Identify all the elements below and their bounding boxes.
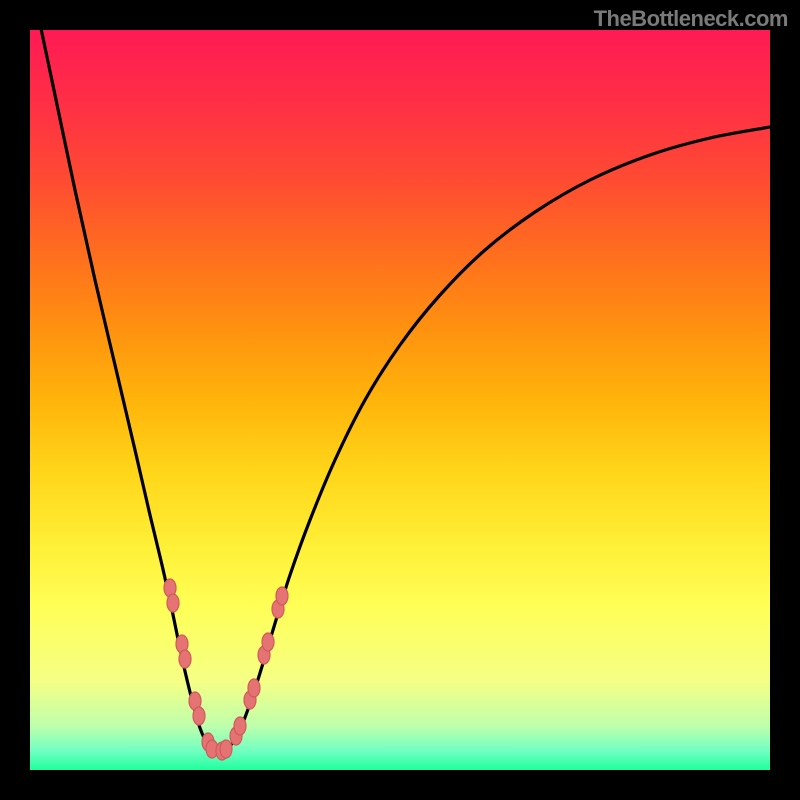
- curve-marker: [193, 707, 205, 725]
- curve-marker: [179, 650, 191, 668]
- curve-marker: [276, 587, 288, 605]
- chart-container: TheBottleneck.com: [0, 0, 800, 800]
- curve-marker: [220, 740, 232, 758]
- curve-marker: [262, 633, 274, 651]
- curve-marker: [248, 679, 260, 697]
- plot-background: [30, 30, 770, 770]
- watermark-text: TheBottleneck.com: [594, 6, 788, 32]
- curve-marker: [167, 594, 179, 612]
- curve-marker: [234, 717, 246, 735]
- bottleneck-chart: [0, 0, 800, 800]
